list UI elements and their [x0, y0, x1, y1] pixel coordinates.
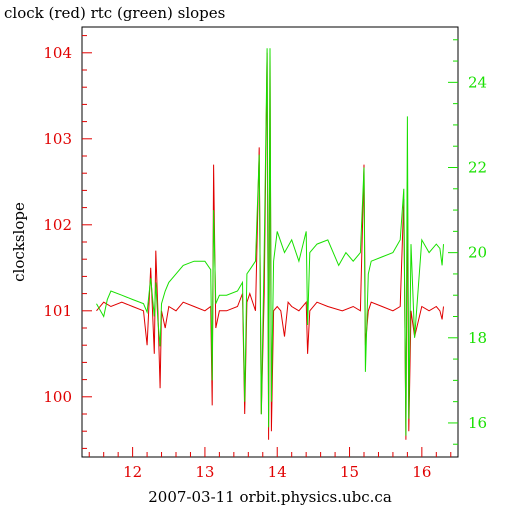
x-tick-label: 16 — [412, 463, 431, 481]
chart-title: clock (red) rtc (green) slopes — [4, 4, 225, 22]
left-tick-label: 102 — [43, 216, 72, 234]
right-tick-label: 24 — [468, 73, 487, 91]
x-tick-label: 14 — [268, 463, 287, 481]
left-tick-label: 100 — [43, 388, 72, 406]
x-axis-label: 2007-03-11 orbit.physics.ubc.ca — [148, 488, 392, 506]
right-tick-label: 16 — [468, 414, 487, 432]
left-tick-label: 103 — [43, 130, 72, 148]
left-axis: 100 101 102 103 104 — [43, 35, 92, 449]
x-axis: 12 13 14 15 16 — [88, 447, 452, 481]
x-tick-label: 12 — [123, 463, 142, 481]
rtc-series-line — [96, 48, 444, 436]
series-layer — [96, 48, 444, 440]
x-tick-label: 15 — [340, 463, 359, 481]
x-tick-label: 13 — [195, 463, 214, 481]
right-tick-label: 20 — [468, 244, 487, 262]
right-axis: 16 18 20 22 24 — [448, 39, 487, 445]
right-tick-label: 18 — [468, 329, 487, 347]
right-tick-label: 22 — [468, 158, 487, 176]
left-tick-label: 104 — [43, 44, 72, 62]
y-axis-label: clockslope — [10, 202, 28, 282]
left-tick-label: 101 — [43, 302, 72, 320]
